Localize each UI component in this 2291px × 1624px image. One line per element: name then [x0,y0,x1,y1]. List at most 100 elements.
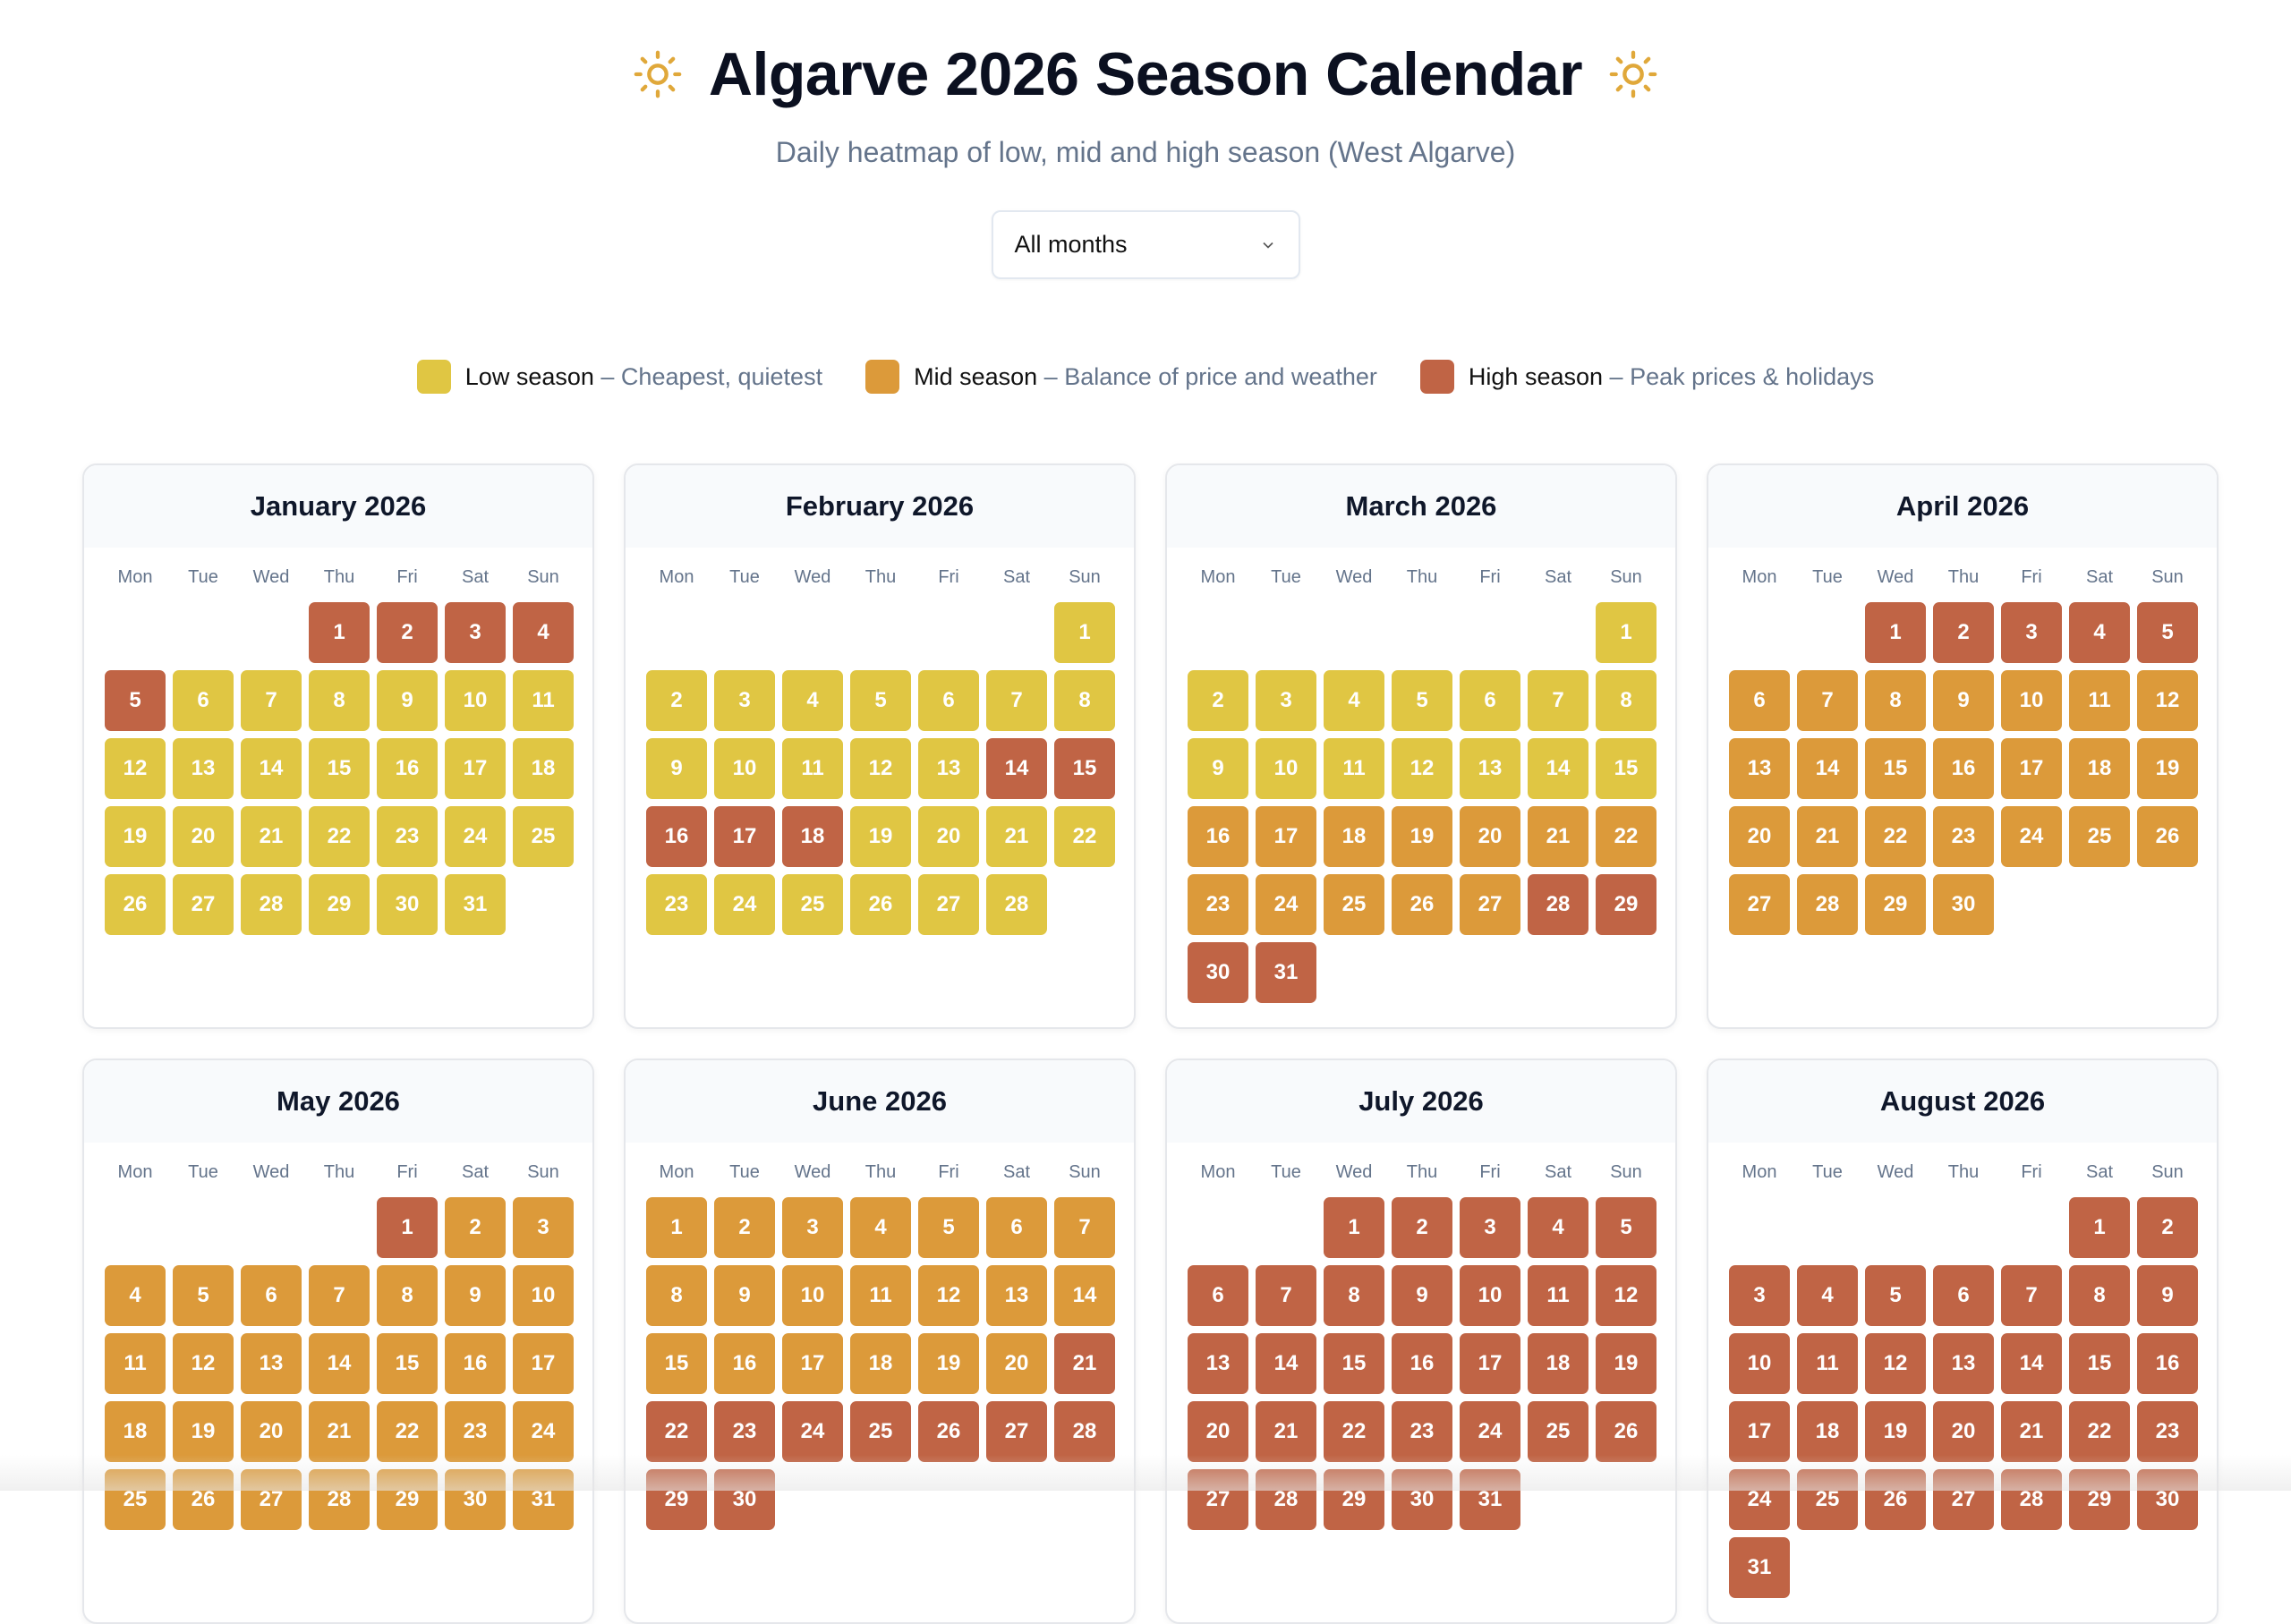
day-cell[interactable]: 14 [2001,1333,2062,1394]
day-cell[interactable]: 14 [986,738,1047,799]
day-cell[interactable]: 13 [241,1333,302,1394]
day-cell[interactable]: 12 [1865,1333,1926,1394]
day-cell[interactable]: 25 [850,1401,911,1462]
day-cell[interactable]: 8 [1324,1265,1384,1326]
day-cell[interactable]: 7 [1528,670,1588,731]
day-cell[interactable]: 7 [1256,1265,1316,1326]
day-cell[interactable]: 7 [986,670,1047,731]
day-cell[interactable]: 1 [1865,602,1926,663]
day-cell[interactable]: 17 [714,806,775,867]
day-cell[interactable]: 19 [173,1401,234,1462]
day-cell[interactable]: 2 [1188,670,1248,731]
day-cell[interactable]: 30 [1933,874,1994,935]
day-cell[interactable]: 21 [1256,1401,1316,1462]
day-cell[interactable]: 13 [1933,1333,1994,1394]
day-cell[interactable]: 16 [646,806,707,867]
day-cell[interactable]: 1 [2069,1197,2130,1258]
day-cell[interactable]: 1 [377,1197,438,1258]
day-cell[interactable]: 4 [782,670,843,731]
day-cell[interactable]: 22 [1865,806,1926,867]
day-cell[interactable]: 24 [445,806,506,867]
day-cell[interactable]: 21 [241,806,302,867]
day-cell[interactable]: 9 [714,1265,775,1326]
day-cell[interactable]: 31 [1729,1537,1790,1598]
day-cell[interactable]: 26 [105,874,166,935]
day-cell[interactable]: 15 [309,738,370,799]
day-cell[interactable]: 15 [1324,1333,1384,1394]
day-cell[interactable]: 14 [1528,738,1588,799]
day-cell[interactable]: 5 [918,1197,979,1258]
day-cell[interactable]: 3 [782,1197,843,1258]
day-cell[interactable]: 4 [2069,602,2130,663]
day-cell[interactable]: 27 [1460,874,1520,935]
day-cell[interactable]: 2 [714,1197,775,1258]
day-cell[interactable]: 8 [309,670,370,731]
day-cell[interactable]: 10 [513,1265,574,1326]
day-cell[interactable]: 9 [1392,1265,1452,1326]
day-cell[interactable]: 22 [1324,1401,1384,1462]
day-cell[interactable]: 26 [850,874,911,935]
day-cell[interactable]: 16 [714,1333,775,1394]
day-cell[interactable]: 11 [2069,670,2130,731]
day-cell[interactable]: 23 [2137,1401,2198,1462]
day-cell[interactable]: 12 [918,1265,979,1326]
day-cell[interactable]: 16 [1933,738,1994,799]
day-cell[interactable]: 14 [1256,1333,1316,1394]
day-cell[interactable]: 2 [1933,602,1994,663]
day-cell[interactable]: 3 [1729,1265,1790,1326]
day-cell[interactable]: 16 [1392,1333,1452,1394]
day-cell[interactable]: 12 [105,738,166,799]
day-cell[interactable]: 13 [1460,738,1520,799]
day-cell[interactable]: 28 [1797,874,1858,935]
day-cell[interactable]: 22 [646,1401,707,1462]
day-cell[interactable]: 31 [445,874,506,935]
day-cell[interactable]: 17 [1256,806,1316,867]
day-cell[interactable]: 17 [513,1333,574,1394]
day-cell[interactable]: 27 [1729,874,1790,935]
day-cell[interactable]: 4 [513,602,574,663]
day-cell[interactable]: 12 [1596,1265,1657,1326]
day-cell[interactable]: 6 [918,670,979,731]
day-cell[interactable]: 6 [1729,670,1790,731]
day-cell[interactable]: 5 [105,670,166,731]
day-cell[interactable]: 22 [2069,1401,2130,1462]
day-cell[interactable]: 21 [309,1401,370,1462]
day-cell[interactable]: 24 [1460,1401,1520,1462]
day-cell[interactable]: 23 [1933,806,1994,867]
day-cell[interactable]: 24 [1256,874,1316,935]
day-cell[interactable]: 4 [1324,670,1384,731]
day-cell[interactable]: 4 [1797,1265,1858,1326]
day-cell[interactable]: 24 [513,1401,574,1462]
day-cell[interactable]: 13 [986,1265,1047,1326]
day-cell[interactable]: 23 [377,806,438,867]
day-cell[interactable]: 29 [309,874,370,935]
day-cell[interactable]: 6 [1188,1265,1248,1326]
day-cell[interactable]: 8 [1865,670,1926,731]
day-cell[interactable]: 5 [1865,1265,1926,1326]
day-cell[interactable]: 8 [377,1265,438,1326]
day-cell[interactable]: 24 [2001,806,2062,867]
day-cell[interactable]: 15 [646,1333,707,1394]
day-cell[interactable]: 10 [1729,1333,1790,1394]
day-cell[interactable]: 1 [1324,1197,1384,1258]
day-cell[interactable]: 5 [1596,1197,1657,1258]
day-cell[interactable]: 7 [1797,670,1858,731]
day-cell[interactable]: 24 [782,1401,843,1462]
day-cell[interactable]: 11 [1324,738,1384,799]
day-cell[interactable]: 18 [782,806,843,867]
day-cell[interactable]: 26 [918,1401,979,1462]
day-cell[interactable]: 20 [1933,1401,1994,1462]
day-cell[interactable]: 1 [1596,602,1657,663]
day-cell[interactable]: 3 [714,670,775,731]
day-cell[interactable]: 10 [1256,738,1316,799]
day-cell[interactable]: 11 [782,738,843,799]
day-cell[interactable]: 15 [2069,1333,2130,1394]
day-cell[interactable]: 9 [2137,1265,2198,1326]
day-cell[interactable]: 11 [1797,1333,1858,1394]
day-cell[interactable]: 5 [2137,602,2198,663]
day-cell[interactable]: 25 [1528,1401,1588,1462]
day-cell[interactable]: 6 [986,1197,1047,1258]
day-cell[interactable]: 2 [445,1197,506,1258]
day-cell[interactable]: 13 [173,738,234,799]
day-cell[interactable]: 15 [377,1333,438,1394]
